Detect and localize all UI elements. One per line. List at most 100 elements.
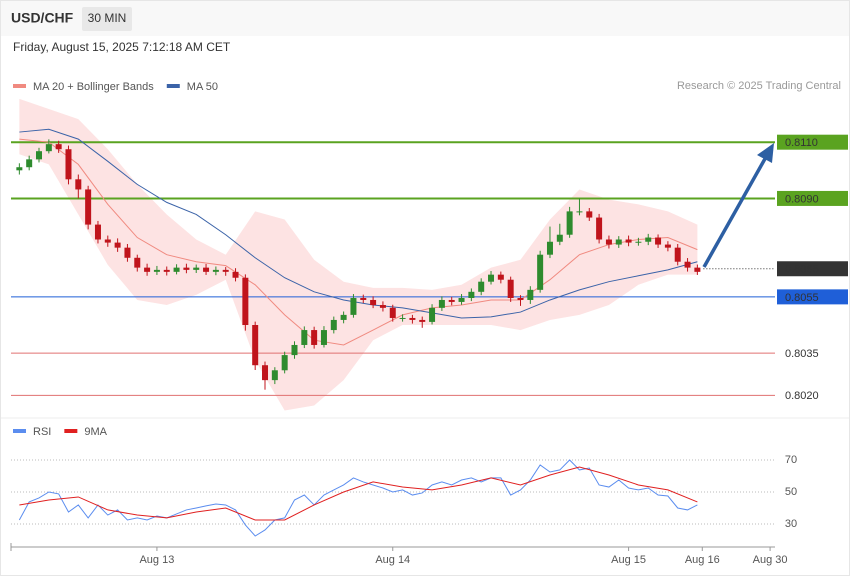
candle-body [645,237,652,242]
candle-body [468,291,475,298]
candle-body [65,149,72,180]
candle-body [448,299,455,302]
candle-body [399,317,406,319]
legend-swatch [64,429,78,433]
candle-body [419,319,426,322]
arrow-head [757,143,774,163]
candle-body [311,330,318,345]
candle-body [291,344,298,356]
candle-body [153,269,160,272]
level-box [777,190,848,206]
candle-body [438,299,445,308]
level-box [777,261,848,277]
candle-body [605,239,612,245]
candle-body [173,267,180,272]
forecast-arrow [702,143,774,268]
candle-body [203,267,210,272]
header-bar [1,1,849,36]
candle-body [134,257,141,268]
candle-body [144,267,151,272]
ma-line [19,138,698,346]
candle-body [75,179,82,190]
candle-body [114,242,121,248]
candle-body [104,239,111,243]
candle-body [507,279,514,298]
level-label: 0.8020 [785,390,819,402]
candle-body [566,211,573,235]
level-label: 0.8065 [785,264,819,276]
candle-body [576,211,583,213]
candle-body [674,247,681,262]
candle-body [360,298,367,300]
symbol: USD/CHF [11,10,74,26]
credit: Research © 2025 Trading Central [677,80,841,92]
candle-body [655,237,662,245]
candle-body [684,261,691,268]
x-tick-label: Aug 13 [139,554,174,566]
level-box [777,289,848,305]
bollinger-band [19,98,698,411]
legend-swatch [166,84,180,88]
candle-body [242,277,249,325]
y-tick-label: 30 [785,518,797,530]
candle-body [26,159,33,168]
timeframe-box [82,7,132,31]
candle-body [163,269,170,272]
candle-body [183,267,190,270]
level-label: 0.8110 [785,137,818,149]
candle-body [222,269,229,272]
y-tick-label: 50 [785,486,797,498]
candle-body [625,239,632,243]
candle-body [252,325,259,366]
legend-label: MA 20 + Bollinger Bands [33,81,154,93]
level-box [777,134,848,150]
candle-body [694,267,701,272]
y-tick-label: 70 [785,454,797,466]
ma-line [19,128,698,319]
indicator-line [19,466,698,521]
candle-body [340,314,347,320]
candle-body [379,305,386,308]
candle-body [596,217,603,240]
indicator-line [18,459,698,537]
candle-body [615,239,622,245]
candle-body [45,144,52,152]
candle-body [409,317,416,320]
candle-body [124,247,131,258]
candle-body [55,144,62,150]
candle-body [212,269,219,272]
level-label: 0.8035 [785,348,819,360]
candle-body [301,330,308,345]
candle-body [527,289,534,300]
candle-body [429,307,436,322]
candle-body [94,224,101,240]
candle-body [664,244,671,248]
arrow-shaft [702,156,768,268]
x-tick-label: Aug 15 [611,554,646,566]
datetime: Friday, August 15, 2025 7:12:18 AM CET [13,40,231,54]
candle-body [389,307,396,318]
legend-label: MA 50 [187,81,218,93]
x-tick-label: Aug 14 [375,554,410,566]
level-label: 0.8090 [785,193,819,205]
legend-label: 9MA [84,426,107,438]
candle-body [85,189,92,225]
candle-body [232,271,239,278]
candle-body [370,299,377,306]
candle-body [458,298,465,302]
candle-body [546,241,553,255]
legend-swatch [13,429,26,433]
candle-body [281,355,288,371]
candle-body [488,274,495,282]
candle-body [635,241,642,243]
candle-body [320,330,327,345]
candle-body [193,267,200,270]
candle-body [497,274,504,280]
candle-body [36,151,43,160]
x-tick-label: Aug 30 [753,554,788,566]
candle-body [330,319,337,331]
x-tick-label: Aug 16 [685,554,720,566]
candle-body [537,254,544,290]
candle-body [16,167,23,171]
